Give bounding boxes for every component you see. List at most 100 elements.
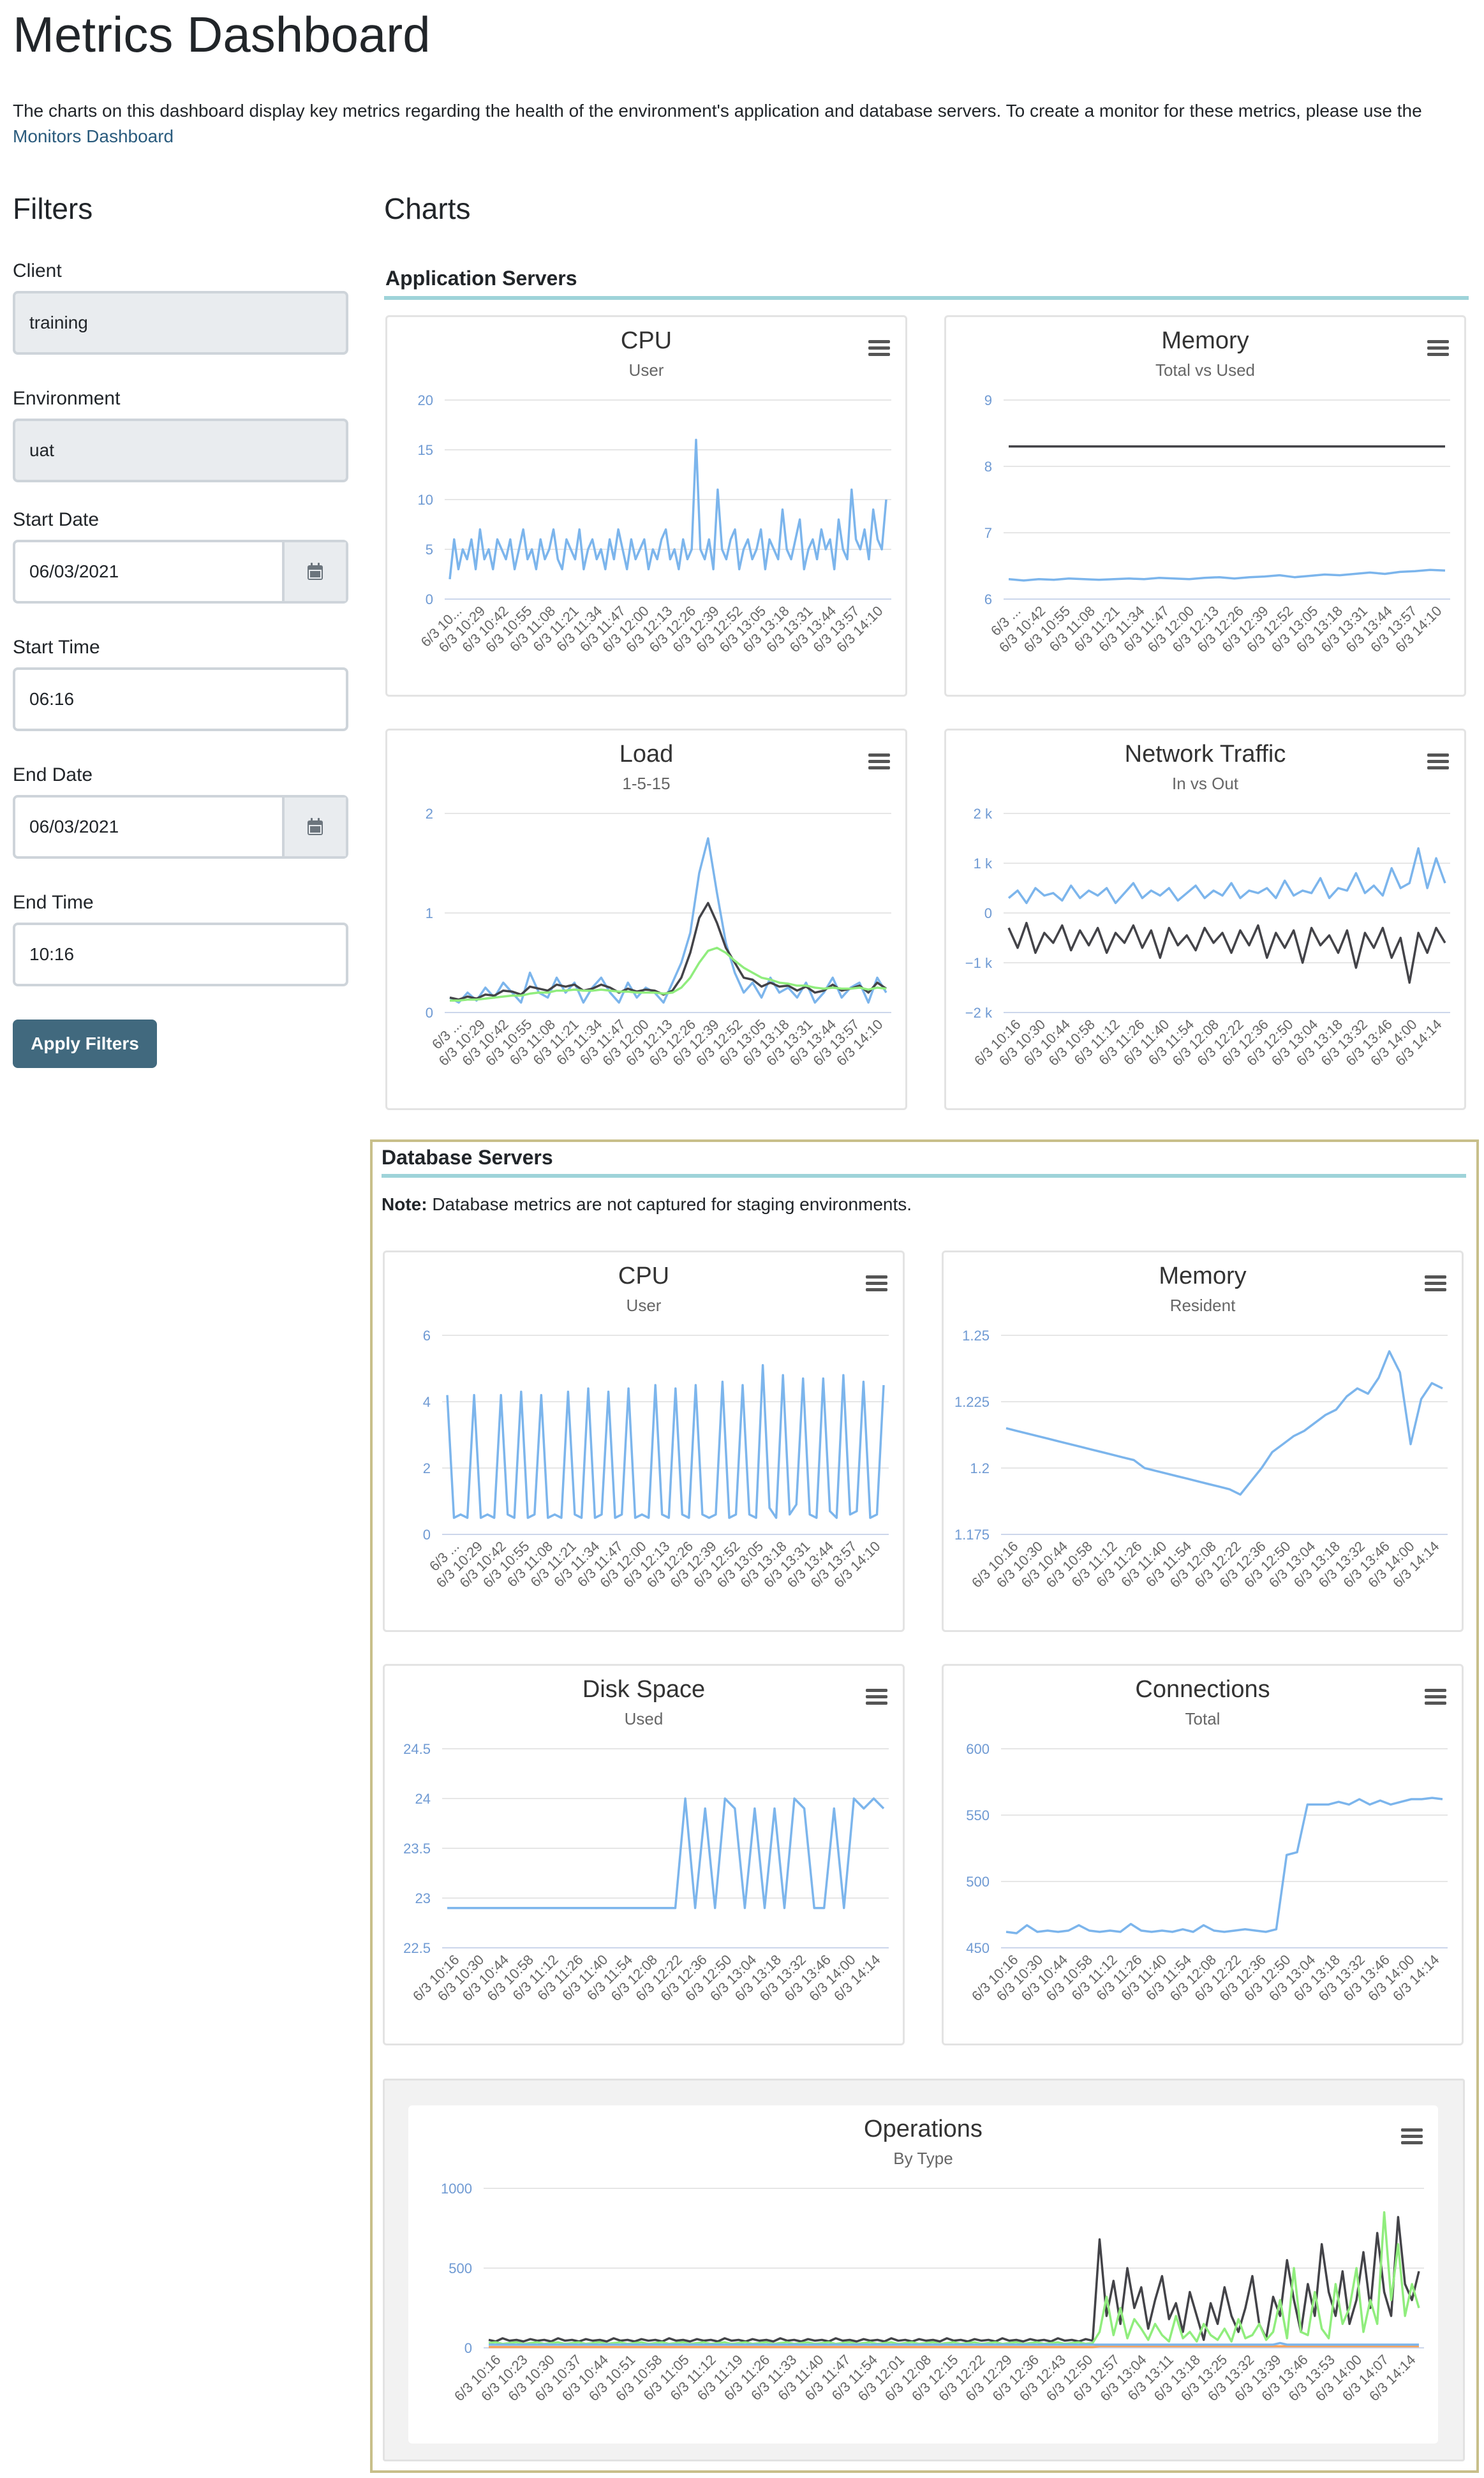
chart-plot: −2 k−1 k01 k2 k6/3 10:166/3 10:306/3 10:… — [965, 806, 1450, 1069]
y-tick-label: 6 — [423, 1328, 431, 1344]
y-tick-label: −2 k — [965, 1005, 993, 1021]
chart-menu-icon[interactable] — [866, 1275, 887, 1292]
db-servers-title: Database Servers — [382, 1146, 553, 1169]
y-tick-label: 1 k — [974, 856, 993, 872]
series-line-0 — [1005, 1797, 1443, 1934]
y-tick-label: 1.25 — [962, 1328, 990, 1344]
monitors-dashboard-link[interactable]: Monitors Dashboard — [13, 126, 174, 146]
series-line-2 — [450, 946, 887, 1002]
apply-filters-button[interactable]: Apply Filters — [13, 1020, 157, 1068]
db-note: Note: Database metrics are not captured … — [382, 1194, 912, 1215]
start-time-value: 06:16 — [29, 689, 75, 709]
start-date-value: 06/03/2021 — [29, 561, 119, 581]
y-tick-label: 23 — [415, 1890, 431, 1906]
y-tick-label: 22.5 — [403, 1940, 431, 1956]
end-date-field[interactable]: 06/03/2021 — [13, 795, 348, 859]
y-tick-label: 1 — [426, 905, 433, 921]
y-tick-label: 500 — [449, 2260, 472, 2276]
chart-db-cpu: CPU User 0 2 4 6 6/3 ... 6/3 10:29 6/3 10:42 6/3 … — [383, 1250, 905, 1632]
chart-menu-icon[interactable] — [1425, 1689, 1446, 1705]
chart-title: Operations — [864, 2116, 983, 2142]
y-tick-label: 23.5 — [403, 1841, 431, 1857]
chart-db-operations: Operations By Type 0 500 1000 6/3 10:16 6/3 10… — [408, 2105, 1438, 2444]
db-servers-rule — [382, 1174, 1466, 1178]
series-line-1 — [1008, 568, 1446, 582]
chart-app-memory: Memory Total vs Used 6 7 8 9 6/3 ... 6/3 10:42 6… — [944, 315, 1466, 697]
chart-db-connections: Connections Total 450 500 550 600 6/3 10:16 6/3… — [942, 1664, 1464, 2045]
chart-title: Connections — [1135, 1676, 1270, 1703]
start-time-label: Start Time — [13, 637, 100, 658]
chart-subtitle: Total vs Used — [1155, 360, 1256, 380]
y-tick-label: 0 — [426, 1005, 433, 1021]
chart-db-memory: Memory Resident 1.175 1.2 1.225 1.25 6/3 10:16… — [942, 1250, 1464, 1632]
end-time-field[interactable]: 10:16 — [13, 923, 348, 986]
end-date-calendar-button[interactable] — [282, 798, 346, 856]
series-line-0 — [1007, 847, 1446, 905]
y-tick-label: 0 — [423, 1527, 431, 1543]
start-date-field[interactable]: 06/03/2021 — [13, 540, 348, 604]
y-tick-label: 600 — [966, 1741, 990, 1757]
y-tick-label: 5 — [426, 542, 433, 558]
intro-text: The charts on this dashboard display key… — [13, 98, 1467, 149]
series-line-0 — [1005, 1350, 1443, 1496]
y-tick-label: 550 — [966, 1807, 990, 1823]
chart-subtitle: User — [628, 360, 664, 380]
y-tick-label: 1000 — [441, 2181, 472, 2197]
end-time-value: 10:16 — [29, 944, 75, 964]
app-servers-title: Application Servers — [385, 267, 577, 290]
y-tick-label: 0 — [464, 2340, 472, 2356]
y-tick-label: 450 — [966, 1940, 990, 1956]
y-tick-label: 6 — [984, 591, 992, 607]
client-field[interactable]: training — [13, 291, 348, 355]
series-line-0 — [449, 837, 887, 1004]
series-line-1 — [488, 2211, 1420, 2345]
chart-title: Memory — [1159, 1263, 1247, 1289]
y-tick-label: 2 k — [974, 806, 993, 822]
series-line-3 — [489, 2341, 1419, 2346]
series-line-1 — [1007, 921, 1446, 984]
y-tick-label: 24 — [415, 1791, 431, 1807]
chart-subtitle: In vs Out — [1171, 774, 1239, 793]
chart-menu-icon[interactable] — [1401, 2128, 1423, 2145]
series-line-0 — [447, 1797, 885, 1910]
chart-menu-icon[interactable] — [868, 753, 890, 770]
chart-subtitle: Resident — [1169, 1296, 1236, 1315]
chart-menu-icon[interactable] — [1425, 1275, 1446, 1292]
start-date-calendar-button[interactable] — [282, 542, 346, 601]
chart-menu-icon[interactable] — [1427, 753, 1449, 770]
y-tick-label: 24.5 — [403, 1741, 431, 1757]
page-title: Metrics Dashboard — [13, 6, 431, 63]
y-tick-label: 1.175 — [954, 1527, 990, 1543]
y-tick-label: 15 — [418, 442, 433, 458]
y-tick-label: 1.2 — [970, 1460, 990, 1476]
y-tick-label: 0 — [984, 905, 992, 921]
chart-title: Memory — [1161, 327, 1249, 354]
series-line-0 — [449, 438, 887, 579]
environment-field[interactable]: uat — [13, 419, 348, 482]
chart-subtitle: 1-5-15 — [622, 774, 671, 793]
y-tick-label: 7 — [984, 525, 992, 541]
client-value: training — [29, 313, 88, 332]
chart-menu-icon[interactable] — [868, 340, 890, 357]
chart-title: Network Traffic — [1124, 741, 1286, 768]
chart-title: Load — [619, 741, 674, 768]
calendar-icon — [308, 563, 323, 580]
db-note-text: Database metrics are not captured for st… — [427, 1194, 912, 1214]
end-date-value: 06/03/2021 — [29, 817, 119, 836]
chart-subtitle: By Type — [893, 2149, 953, 2168]
y-tick-label: 4 — [423, 1394, 431, 1410]
chart-subtitle: Total — [1185, 1709, 1221, 1728]
y-tick-label: 1.225 — [954, 1394, 990, 1410]
chart-app-load: Load 1-5-15 0 1 2 6/3 ... 6/3 10:29 6/3 10:42 6/… — [385, 729, 907, 1110]
chart-menu-icon[interactable] — [1427, 340, 1449, 357]
y-tick-label: 2 — [426, 806, 433, 822]
environment-value: uat — [29, 440, 54, 460]
chart-menu-icon[interactable] — [866, 1689, 887, 1705]
start-time-field[interactable]: 06:16 — [13, 667, 348, 731]
